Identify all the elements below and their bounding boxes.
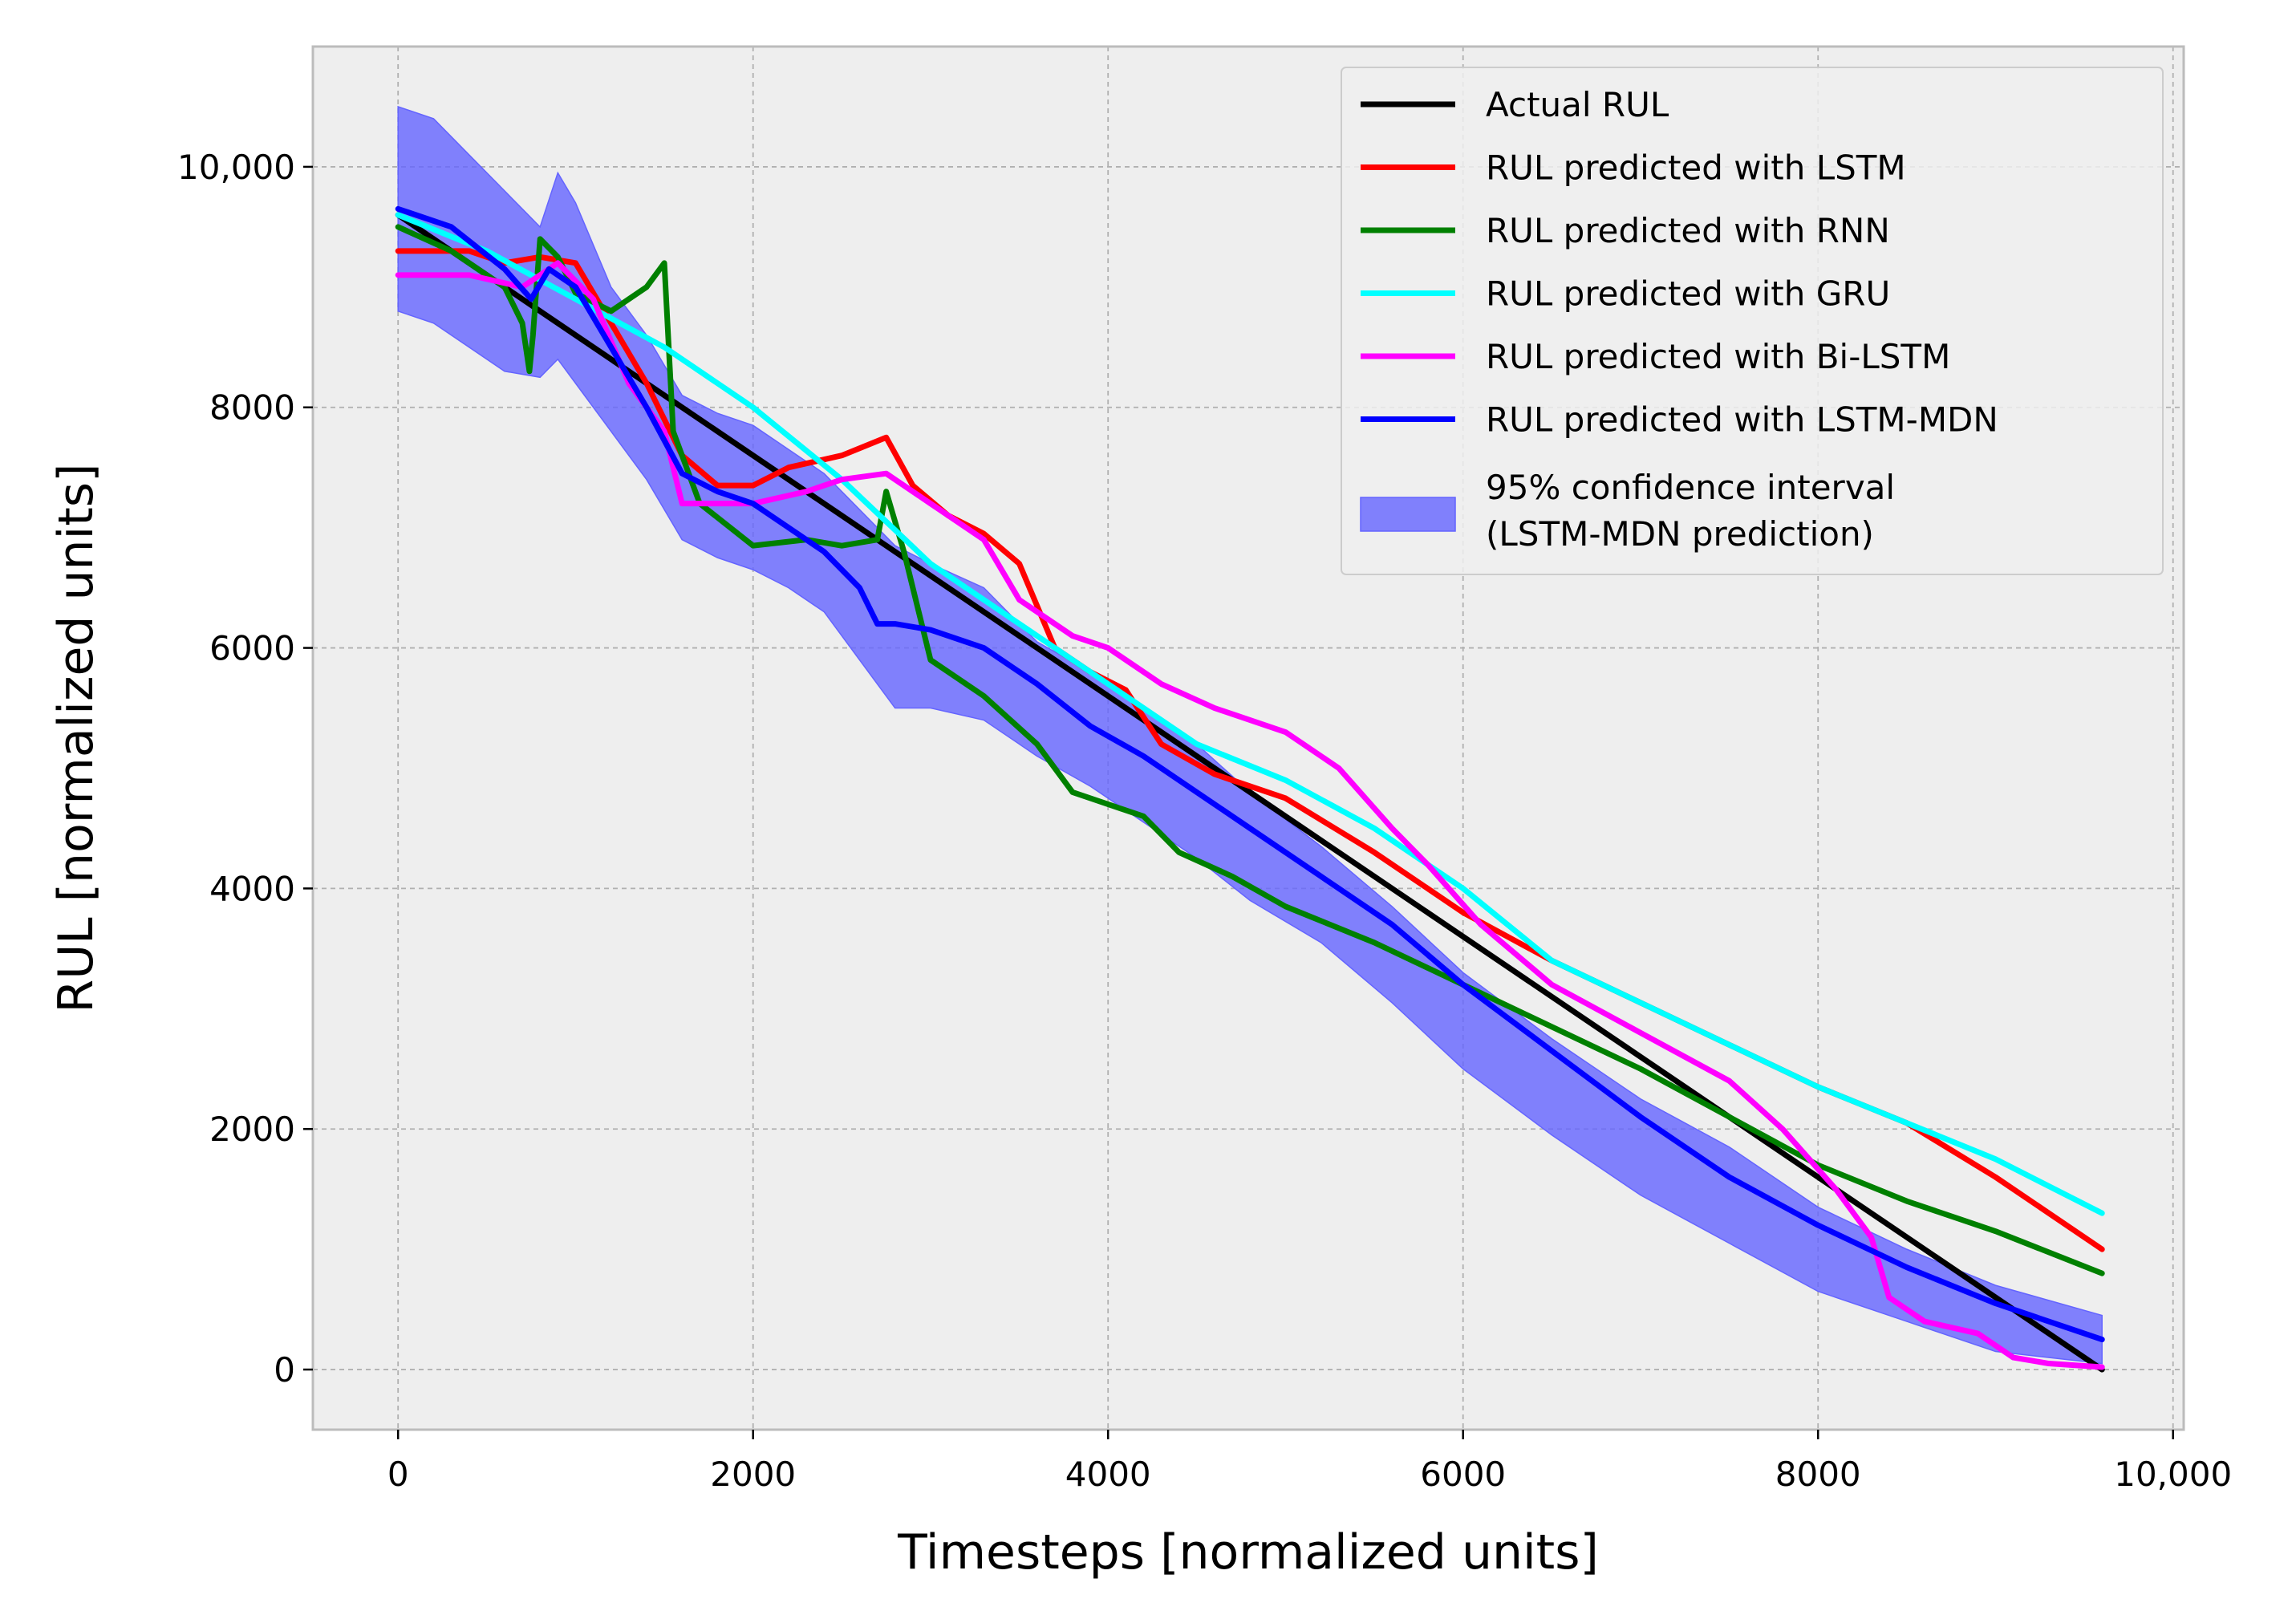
x-tick-label: 0 [387,1455,409,1494]
x-tick-label: 4000 [1065,1455,1151,1494]
legend-gru-label: RUL predicted with GRU [1486,274,1890,314]
legend-rnn-label: RUL predicted with RNN [1486,211,1890,250]
y-tick-label: 4000 [209,869,295,908]
legend-band-label: 95% confidence interval [1486,468,1895,507]
actual-rul-line [395,212,2105,1373]
legend-actual-rul-label: Actual RUL [1486,85,1669,124]
rnn-line [395,224,2105,1276]
legend-bi-lstm-label: RUL predicted with Bi-LSTM [1486,337,1950,376]
x-axis-label: Timesteps [normalized units] [897,1524,1599,1581]
y-tick-label: 8000 [209,388,295,428]
legend-lstm-mdn-label: RUL predicted with LSTM-MDN [1486,400,1998,440]
legend-lstm-label: RUL predicted with LSTM [1486,148,1906,188]
y-tick-label: 2000 [209,1110,295,1149]
legend: Actual RUL RUL predicted with LSTM RUL pre… [1341,67,2164,575]
series-layer [395,205,2105,1373]
x-tick-label: 6000 [1420,1455,1506,1494]
y-tick-label: 0 [274,1350,295,1390]
legend-band-swatch [1360,497,1456,532]
tick-labels: 0 2000 4000 6000 8000 10,000 0 2000 4000 6000 8000… [177,148,2232,1494]
bi-lstm-line [395,260,2105,1370]
gru-line [395,212,2105,1216]
y-tick-label: 6000 [209,629,295,668]
lstm-mdn-line [395,205,2105,1343]
x-tick-label: 8000 [1775,1455,1861,1494]
y-tick-label: 10,000 [177,148,295,187]
axis-ticks [303,165,2174,1439]
plot-frame [311,45,2185,1431]
legend-band-label-line2: (LSTM-MDN prediction) [1486,514,1874,554]
confidence-band-layer [397,105,2103,1365]
x-tick-label: 2000 [710,1455,796,1494]
y-axis-label: RUL [normalized units] [48,464,104,1013]
x-tick-label: 10,000 [2114,1455,2232,1494]
confidence-band [397,105,2103,1365]
legend-box [1341,67,2164,575]
